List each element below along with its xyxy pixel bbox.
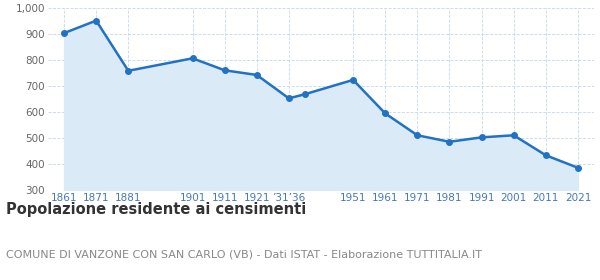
Text: Popolazione residente ai censimenti: Popolazione residente ai censimenti <box>6 202 306 217</box>
Text: COMUNE DI VANZONE CON SAN CARLO (VB) - Dati ISTAT - Elaborazione TUTTITALIA.IT: COMUNE DI VANZONE CON SAN CARLO (VB) - D… <box>6 249 482 259</box>
